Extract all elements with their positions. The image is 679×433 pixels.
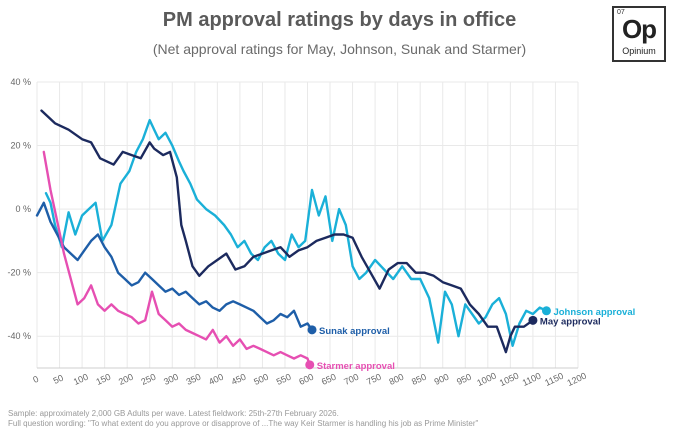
x-tick-label: 600 xyxy=(297,372,315,387)
x-tick-label: 800 xyxy=(387,372,405,387)
starmer-approval-end-marker xyxy=(305,360,315,370)
x-tick-label: 350 xyxy=(185,372,203,387)
may-approval-label: May approval xyxy=(540,316,601,327)
x-tick-label: 450 xyxy=(230,372,248,387)
x-tick-label: 950 xyxy=(455,372,473,387)
sunak-approval-label: Sunak approval xyxy=(319,326,390,337)
opinium-logo: 07 Op Opinium xyxy=(612,6,666,62)
logo-name: Opinium xyxy=(622,46,656,56)
x-tick-label: 1100 xyxy=(521,371,543,388)
x-tick-label: 650 xyxy=(320,372,338,387)
x-tick-label: 1050 xyxy=(498,371,520,389)
x-tick-label: 100 xyxy=(72,372,90,387)
y-tick-label: 0 % xyxy=(15,204,31,214)
x-tick-label: 850 xyxy=(410,372,428,387)
sunak-approval-end-marker xyxy=(307,325,317,335)
johnson-approval-line xyxy=(44,118,548,347)
x-tick-label: 900 xyxy=(433,372,451,387)
series xyxy=(35,109,548,366)
y-tick-label: 20 % xyxy=(10,141,31,151)
logo-mark: Op xyxy=(621,14,657,44)
grid xyxy=(36,81,579,369)
sunak-approval-line xyxy=(35,201,314,332)
y-tick-label: 40 % xyxy=(10,77,31,87)
footnote-sample: Sample: approximately 2,000 GB Adults pe… xyxy=(8,409,339,418)
x-tick-label: 1200 xyxy=(566,371,588,389)
may-approval-line xyxy=(40,109,535,354)
starmer-approval-label: Starmer approval xyxy=(317,361,395,372)
y-tick-label: -20 % xyxy=(7,268,31,278)
x-tick-label: 400 xyxy=(207,372,225,387)
x-tick-label: 500 xyxy=(252,372,270,387)
starmer-approval-line xyxy=(42,150,311,366)
x-tick-label: 0 xyxy=(31,374,40,385)
chart-subtitle: (Net approval ratings for May, Johnson, … xyxy=(152,41,527,57)
x-tick-label: 150 xyxy=(94,372,112,387)
chart-title: PM approval ratings by days in office xyxy=(162,9,517,31)
x-tick-label: 700 xyxy=(342,372,360,387)
johnson-approval-end-marker xyxy=(541,306,551,316)
axis-ticks: 0 50 100 150 200 250 300 350 400 450 500 550 600 650 7… xyxy=(7,77,587,388)
x-tick-label: 550 xyxy=(275,372,293,387)
may-approval-end-marker xyxy=(528,315,538,325)
x-tick-label: 200 xyxy=(117,372,135,387)
footnote-question: Full question wording: "To what extent d… xyxy=(8,419,479,428)
logo-number: 07 xyxy=(617,9,625,16)
x-tick-label: 1000 xyxy=(475,371,497,389)
x-tick-label: 250 xyxy=(140,372,158,387)
johnson-approval-label: Johnson approval xyxy=(553,307,635,318)
x-tick-label: 750 xyxy=(365,372,383,387)
x-tick-label: 1150 xyxy=(543,371,565,388)
x-tick-label: 50 xyxy=(52,373,65,386)
x-tick-label: 300 xyxy=(162,372,180,387)
y-tick-label: -40 % xyxy=(7,331,31,341)
